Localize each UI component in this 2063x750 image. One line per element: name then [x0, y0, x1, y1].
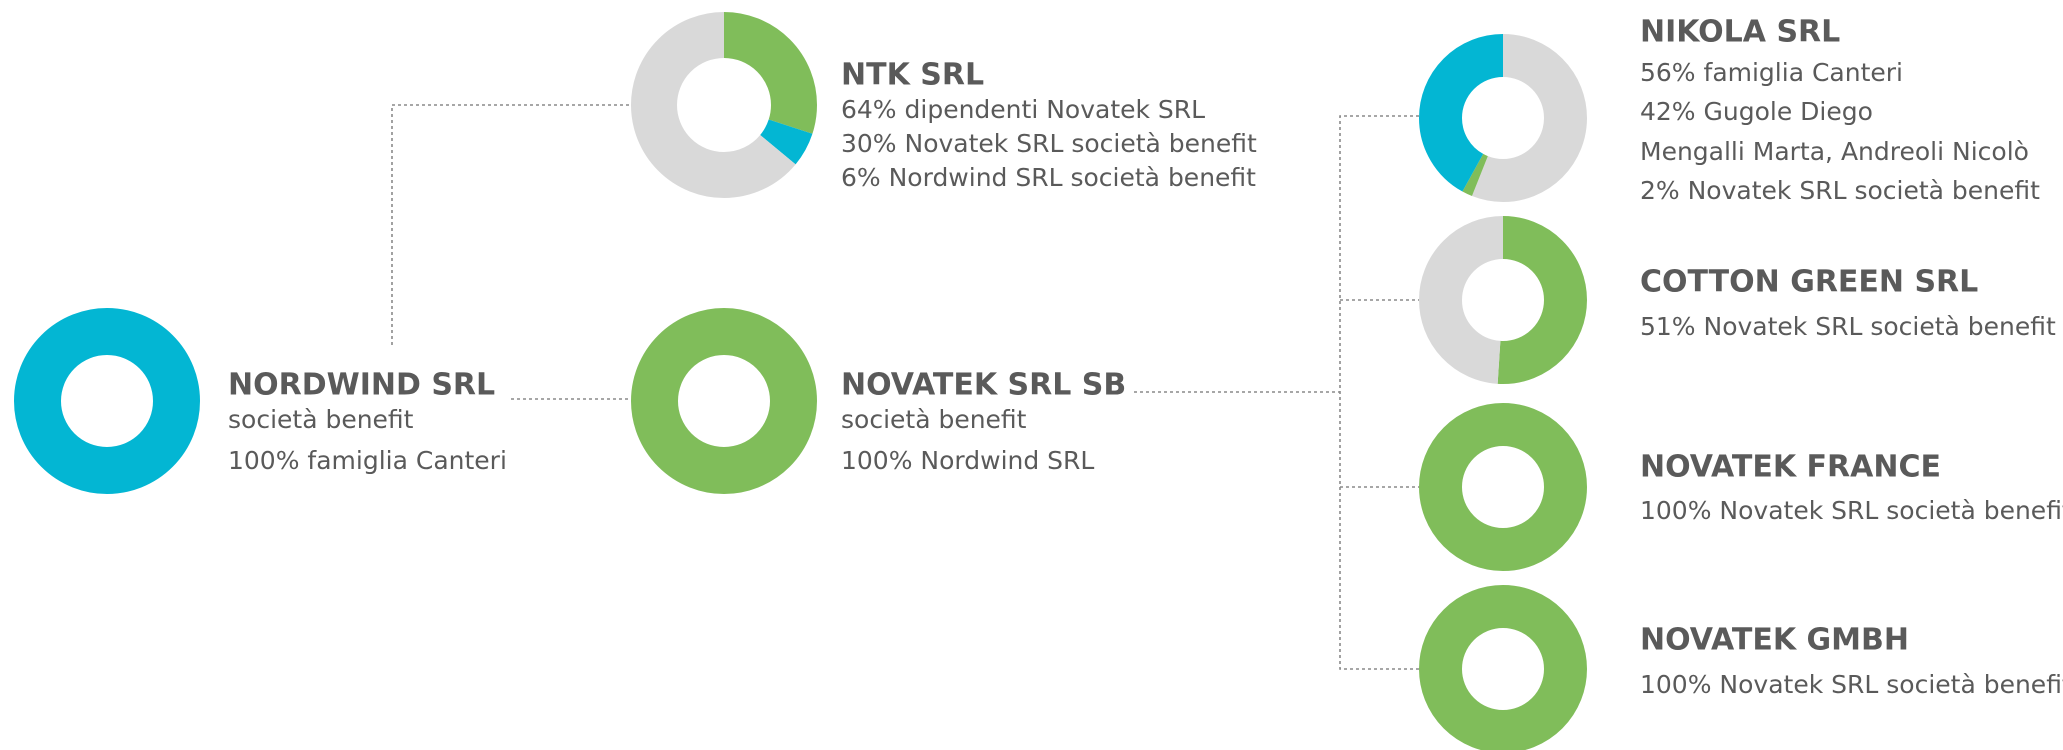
company-name: NOVATEK SRL SB	[841, 368, 1126, 403]
ownership-line: 100% famiglia Canteri	[228, 446, 507, 475]
ownership-line: 64% dipendenti Novatek SRL	[841, 95, 1205, 124]
donut-segment	[1419, 216, 1587, 384]
ownership-line: 100% Novatek SRL società benefit	[1640, 496, 2063, 525]
ownership-line: 100% Novatek SRL società benefit	[1640, 670, 2063, 699]
ownership-line: 2% Novatek SRL società benefit	[1640, 176, 2040, 205]
company-name: NOVATEK GMBH	[1640, 623, 1909, 658]
ownership-line: Mengalli Marta, Andreoli Nicolò	[1640, 137, 2029, 166]
donut-segment	[1419, 403, 1587, 571]
company-name: NIKOLA SRL	[1640, 15, 1840, 50]
donut-segment	[1419, 585, 1587, 750]
connector	[1339, 115, 1419, 670]
ownership-line: 100% Nordwind SRL	[841, 446, 1094, 475]
ownership-line: 56% famiglia Canteri	[1640, 58, 1903, 87]
connector	[391, 104, 629, 345]
donut-segment	[631, 12, 817, 198]
company-name: NOVATEK FRANCE	[1640, 450, 1941, 485]
company-name: COTTON GREEN SRL	[1640, 265, 1978, 300]
ownership-line: 42% Gugole Diego	[1640, 97, 1873, 126]
donut-segment	[1419, 34, 1587, 202]
ownership-line: 6% Nordwind SRL società benefit	[841, 163, 1256, 192]
connectors	[391, 104, 1419, 670]
ownership-line: società benefit	[228, 405, 414, 434]
ownership-line: società benefit	[841, 405, 1027, 434]
company-name: NTK SRL	[841, 58, 984, 93]
company-name: NORDWIND SRL	[228, 368, 495, 403]
ownership-line: 30% Novatek SRL società benefit	[841, 129, 1257, 158]
donut-segment	[631, 308, 817, 494]
donut-segment	[14, 308, 200, 494]
ownership-line: 51% Novatek SRL società benefit	[1640, 312, 2056, 341]
